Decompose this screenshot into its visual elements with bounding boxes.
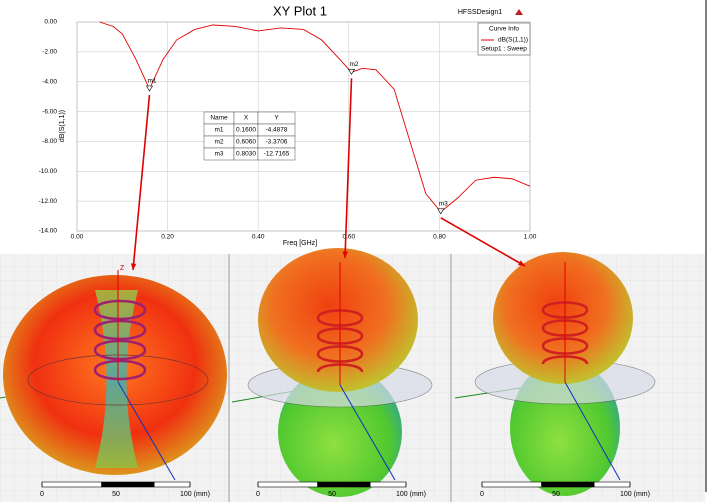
y-tick-label: 0.00 [44,19,57,26]
helix [93,299,147,381]
arrow-head [342,251,348,258]
table-text: X [244,115,249,122]
x-tick-label: 0.60 [342,234,355,241]
axis-label: Z [120,265,125,272]
table-text: m1 [214,127,223,134]
helix [316,309,364,373]
table-text: 0.6060 [236,139,256,146]
marker-label: m2 [350,61,359,68]
scale-label: 50 [112,491,120,498]
legend-label: dB(S(1,1)) [498,37,528,44]
scale-label: 0 [256,491,260,498]
table-text: m3 [214,151,223,158]
table-text: 0.8030 [236,151,256,158]
y-axis [339,384,396,481]
table-text: Y [274,115,279,122]
scale-label: 0 [480,491,484,498]
overlay: 0 50 100 (mm) 0 50 100 (mm) 0 50 100 (mm) [40,78,650,498]
scale-label: 100 (mm) [180,491,210,498]
pointer-arrow [440,217,526,267]
scale-label: 50 [328,491,336,498]
x-tick-label: 0.00 [71,234,84,241]
x-tick-label: 1.00 [524,234,537,241]
scale-label: 100 (mm) [396,491,426,498]
table-text: m2 [214,139,223,146]
scale-label: 0 [40,491,44,498]
table-text: 0.1600 [236,127,256,134]
table-text: -4.4878 [265,127,287,134]
pointer-arrow [132,94,151,271]
legend-subtitle: Setup1 : Sweep [481,46,527,53]
marker [145,85,154,92]
scale-bar-fill [541,482,595,487]
marker-label: m3 [439,201,448,208]
y-axis-label: dB(S(1,1)) [59,110,66,142]
table-text: Name [210,115,228,122]
x-tick-label: 0.40 [252,234,265,241]
chart-title: XY Plot 1 [273,3,327,18]
table-text: -12.7165 [264,151,290,158]
upper-lobe [258,248,418,392]
plot-area-frame [76,21,531,232]
scale-label: 100 (mm) [620,491,650,498]
legend-box [477,22,531,56]
scale-bar-fill [317,482,371,487]
helix [541,301,589,365]
scale-label: 50 [552,491,560,498]
x-axis-label: Freq [GHz] [283,240,317,247]
pattern-panel-3 [454,252,656,496]
marker [437,208,445,215]
y-tick-label: -14.00 [39,228,58,235]
pattern-panel-2 [231,248,433,497]
data-line [99,21,531,213]
table-text: -3.3706 [265,139,287,146]
y-tick-label: -4.00 [42,78,57,85]
y-tick-label: -12.00 [39,198,58,205]
y-tick-label: -2.00 [42,49,57,56]
y-tick-label: -6.00 [42,108,57,115]
legend-title: Curve Info [489,26,519,33]
design-name: HFSSDesign1 [458,9,502,16]
pattern-panel-1: Z [0,265,227,481]
y-tick-label: -8.00 [42,138,57,145]
arrow-head [130,263,137,270]
logo [515,9,523,15]
x-tick-label: 0.20 [161,234,174,241]
table-cell [257,147,296,161]
x-tick-label: 0.80 [433,234,446,241]
arrow-head [518,260,525,266]
y-tick-label: -10.00 [39,168,58,175]
y-axis [564,381,621,481]
scale-bar-fill [101,482,155,487]
y-axis [117,381,176,481]
plot-area: 0.00 -2.00 -4.00 -6.00 -8.00 -10.00 -12.00 -14.… [39,19,537,241]
marker [347,69,356,75]
pointer-arrow [344,78,353,259]
marker-label: m1 [147,78,156,85]
